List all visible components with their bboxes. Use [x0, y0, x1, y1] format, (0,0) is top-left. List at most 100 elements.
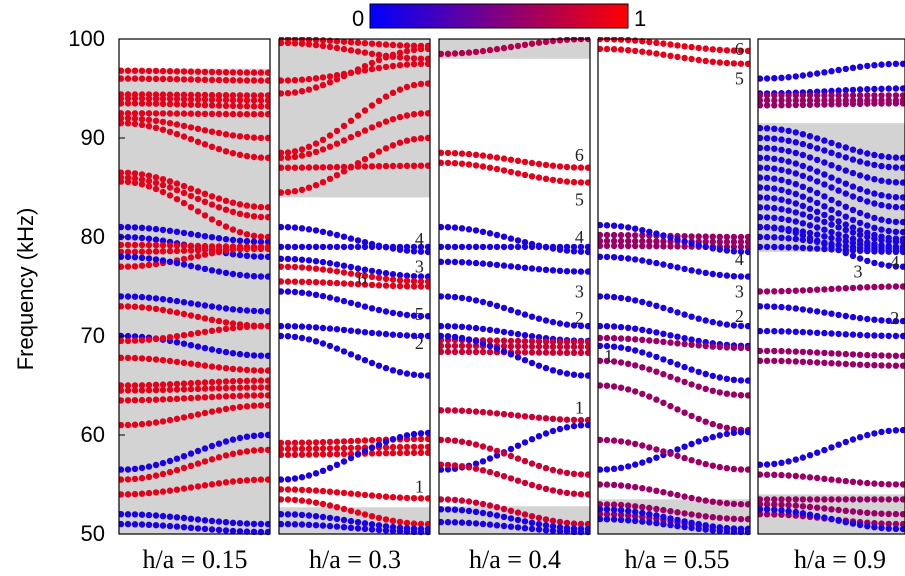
band-point: [521, 243, 529, 251]
band-point: [279, 476, 285, 483]
band-point: [347, 299, 355, 307]
band-point: [180, 122, 188, 130]
band-point: [864, 150, 871, 157]
band-point: [159, 75, 167, 83]
band-point: [138, 293, 146, 301]
band-point: [709, 420, 716, 428]
band-point: [835, 66, 842, 74]
band-point: [542, 343, 550, 350]
band-point: [681, 378, 688, 386]
band-point: [119, 223, 125, 231]
band-point: [771, 195, 778, 202]
band-point: [194, 247, 202, 254]
band-point: [584, 421, 590, 429]
band-point: [785, 178, 792, 186]
band-point: [856, 284, 864, 291]
mode-label: 5: [735, 69, 744, 89]
band-point: [201, 233, 209, 240]
band-point: [598, 481, 604, 488]
band-point: [828, 184, 835, 191]
band-point: [298, 146, 306, 153]
band-point: [563, 489, 571, 497]
band-point: [236, 403, 244, 411]
band-point: [458, 49, 466, 57]
band-point: [264, 392, 270, 399]
band-point: [138, 337, 146, 344]
y-tick-label: 70: [81, 323, 105, 348]
band-point: [279, 39, 285, 47]
band-point: [472, 408, 480, 415]
band-point: [312, 41, 320, 49]
band-point: [187, 380, 195, 387]
band-point: [159, 110, 167, 117]
band-point: [439, 342, 445, 350]
band-point: [479, 228, 487, 235]
band-point: [333, 445, 341, 452]
band-point: [291, 224, 299, 231]
band-point: [563, 321, 571, 328]
band-point: [792, 101, 799, 109]
band-point: [878, 162, 885, 170]
band-point: [279, 164, 285, 171]
band-point: [763, 125, 771, 132]
band-point: [264, 402, 270, 409]
band-point: [885, 203, 892, 210]
band-point: [799, 473, 807, 480]
band-point: [131, 465, 139, 473]
band-point: [778, 136, 785, 143]
y-tick-label: 90: [81, 125, 105, 150]
band-point: [856, 351, 864, 358]
band-point: [368, 65, 376, 73]
band-point: [119, 67, 125, 74]
band-point: [368, 59, 376, 67]
band-point: [695, 525, 702, 532]
band-point: [899, 248, 905, 256]
band-point: [828, 330, 835, 337]
band-point: [610, 37, 618, 43]
band-point: [864, 62, 871, 70]
band-point: [771, 125, 778, 132]
band-point: [878, 362, 885, 369]
band-point: [528, 40, 536, 47]
band-point: [279, 154, 285, 161]
band-point: [222, 305, 230, 312]
band-point: [229, 404, 237, 412]
band-point: [424, 273, 430, 280]
band-point: [257, 203, 265, 211]
band-point: [472, 48, 480, 56]
band-point: [479, 500, 487, 508]
band-point: [451, 50, 459, 57]
band-point: [610, 437, 618, 444]
band-point: [201, 76, 209, 84]
band-point: [598, 221, 604, 229]
band-point: [549, 527, 557, 534]
band-point: [264, 238, 270, 246]
band-point: [549, 343, 557, 350]
band-point: [617, 294, 625, 302]
band-point: [403, 494, 411, 502]
band-point: [603, 323, 611, 330]
band-point: [674, 264, 681, 271]
band-point: [187, 136, 195, 143]
mode-label: 5: [575, 189, 584, 209]
band-point: [312, 439, 320, 446]
band-point: [716, 389, 723, 396]
band-point: [737, 233, 745, 241]
band-point: [152, 260, 160, 268]
band-point: [257, 273, 265, 280]
band-point: [723, 375, 731, 382]
band-point: [856, 219, 864, 227]
band-point: [194, 379, 202, 386]
band-point: [138, 521, 146, 528]
band-point: [354, 112, 362, 119]
band-point: [688, 440, 695, 448]
band-point: [842, 167, 849, 174]
band-point: [375, 51, 383, 58]
band-point: [444, 519, 452, 526]
band-point: [577, 322, 585, 330]
band-point: [229, 208, 237, 216]
band-point: [340, 243, 348, 251]
band-point: [785, 235, 792, 242]
band-point: [556, 518, 564, 526]
band-point: [864, 100, 871, 107]
